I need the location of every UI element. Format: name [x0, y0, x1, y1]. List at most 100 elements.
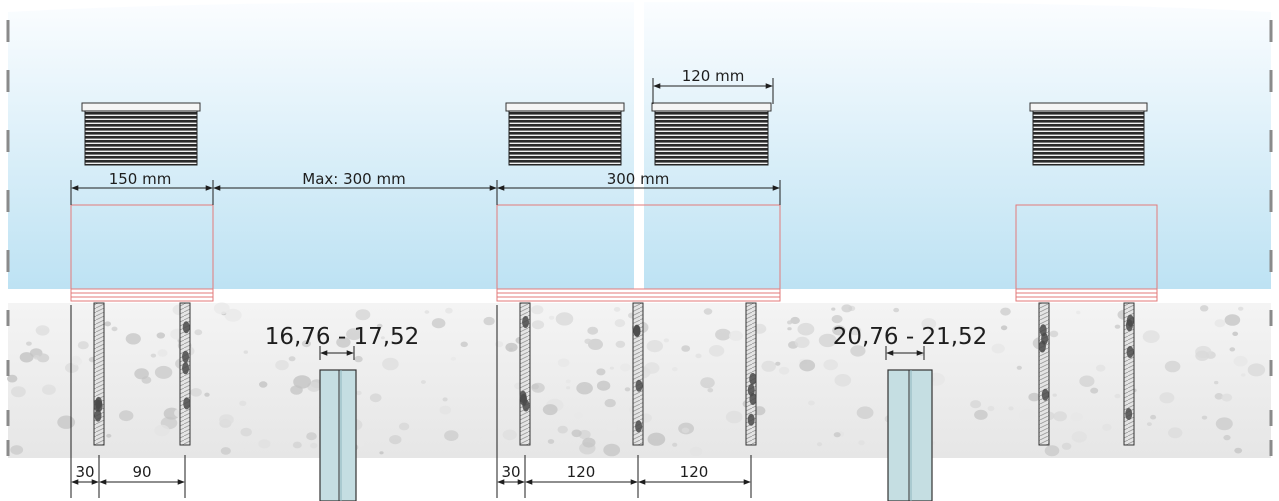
gravel-stone	[502, 429, 517, 441]
gravel-stone	[565, 379, 571, 384]
gravel-stone	[1071, 431, 1087, 443]
gravel-stone	[376, 323, 383, 328]
gravel-stone	[239, 400, 247, 406]
gravel-stone	[725, 410, 743, 424]
gravel-stone	[190, 388, 202, 397]
gravel-stone	[71, 355, 81, 363]
gravel-stone	[1044, 445, 1060, 457]
guide-outlines	[70, 204, 1158, 302]
gravel-stone	[858, 440, 865, 446]
gravel-stone	[104, 321, 111, 327]
gravel-stone	[609, 366, 615, 370]
gravel-stone	[1221, 393, 1233, 402]
gravel-stone	[1008, 406, 1014, 411]
gravel-stone	[240, 427, 252, 437]
gravel-stone	[379, 451, 384, 455]
gravel-stone	[841, 304, 853, 313]
gravel-stone	[778, 366, 790, 375]
gravel-stone	[547, 439, 555, 444]
resin-blob	[1039, 324, 1047, 337]
gravel-stone	[850, 345, 866, 357]
gravel-stone	[125, 333, 141, 345]
gravel-stone	[1168, 427, 1183, 439]
gravel-stone	[1070, 412, 1083, 422]
profile-single	[319, 369, 357, 501]
gravel-stone	[1052, 393, 1057, 397]
gravel-stone	[243, 350, 248, 354]
gravel-stone	[555, 312, 574, 326]
gravel-stone	[1159, 392, 1175, 404]
gravel-stone	[1164, 360, 1181, 373]
anchor-bolt	[519, 302, 531, 446]
resin-blob	[182, 350, 190, 363]
gravel-stone	[582, 437, 596, 448]
gravel-stone	[700, 377, 715, 389]
gravel-stone	[494, 341, 504, 348]
gravel-stone	[605, 422, 618, 432]
gravel-stone	[761, 360, 776, 372]
gravel-stone	[1102, 423, 1112, 431]
resin-blob	[633, 325, 641, 337]
gravel-stone	[672, 442, 678, 447]
glass-panel-left	[8, 1, 634, 289]
resin-blob	[522, 316, 530, 328]
gravel-stone	[689, 446, 703, 457]
gravel-stone	[156, 332, 165, 339]
anchor-rod	[519, 302, 531, 446]
gravel-stone	[106, 433, 112, 438]
resin-blob	[94, 409, 102, 422]
gravel-stone	[478, 436, 494, 448]
guide-outline	[70, 204, 214, 302]
gravel-stone	[818, 333, 837, 348]
gravel-stone	[834, 374, 852, 387]
gravel-stone	[1076, 310, 1081, 315]
resin-blob	[1126, 346, 1134, 358]
gravel-stone	[584, 338, 592, 344]
gravel-stone	[389, 435, 402, 445]
resin-blob	[1038, 340, 1046, 353]
gravel-stone	[204, 392, 210, 397]
glass-profiles	[319, 369, 933, 501]
dimension-lines	[70, 78, 925, 498]
gravel-stone	[1214, 380, 1219, 385]
gravel-stone	[346, 328, 362, 341]
gravel-stone	[111, 326, 118, 332]
anchor-bolt	[93, 302, 105, 446]
gravel-stone	[369, 393, 382, 403]
gravel-stone	[293, 375, 311, 389]
gravel-stone	[1028, 392, 1040, 402]
gravel-stone	[1229, 347, 1236, 352]
gravel-stone	[596, 368, 606, 376]
label-middle-spacing-1: 120	[567, 463, 596, 481]
gravel-stone	[613, 307, 621, 312]
gravel-stone	[624, 387, 631, 392]
gravel-stone	[1214, 393, 1224, 400]
clamps	[81, 102, 1148, 166]
gravel-stone	[157, 349, 168, 357]
gravel-stone	[10, 445, 24, 455]
gravel-stone	[1233, 355, 1248, 367]
gravel-stone	[663, 338, 670, 343]
gravel-stone	[244, 445, 252, 451]
gravel-stone	[37, 353, 50, 363]
label-left-offset: 30	[75, 463, 94, 481]
gravel-stone	[26, 341, 32, 346]
resin-blob	[749, 393, 757, 405]
gravel-stone	[893, 307, 900, 313]
gravel-stone	[1114, 324, 1121, 329]
anchor-bolt	[1123, 302, 1135, 446]
anchor-rod	[1038, 302, 1050, 446]
gravel-stone	[259, 381, 268, 388]
resin-blob	[1125, 408, 1133, 420]
gravel-stone	[531, 320, 545, 330]
gravel-stone	[224, 308, 242, 322]
gravel-stone	[7, 374, 18, 383]
gravel-stone	[646, 340, 663, 353]
gravel-stone	[220, 447, 231, 455]
gravel-stone	[11, 386, 26, 398]
gravel-stone	[154, 424, 170, 437]
resin-blob	[522, 399, 530, 412]
gravel-stone	[647, 432, 666, 446]
gravel-stone	[1241, 373, 1246, 377]
gravel-stone	[787, 327, 792, 331]
